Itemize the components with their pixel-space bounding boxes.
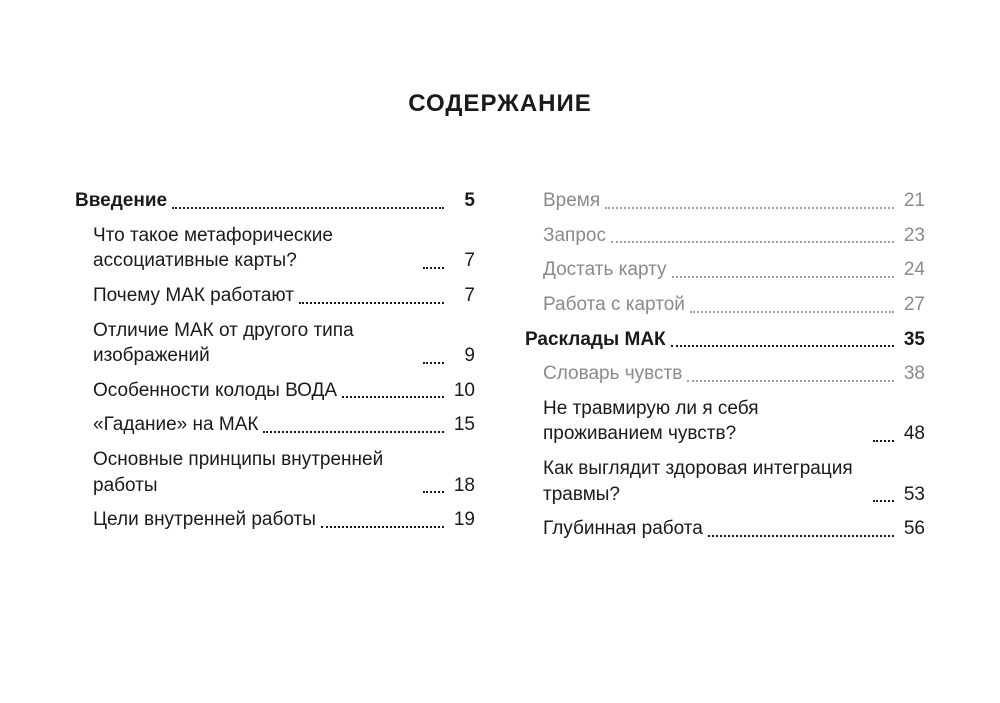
toc-entry-label: Достать карту	[543, 257, 667, 283]
toc-leader-dots	[873, 440, 894, 442]
toc-leader-dots	[423, 491, 444, 493]
toc-entry: Как выглядит здоровая интеграция травмы?…	[525, 456, 925, 507]
toc-entry-label: Особенности колоды ВОДА	[93, 378, 337, 404]
toc-entry-label: Как выглядит здоровая интеграция травмы?	[543, 456, 868, 507]
toc-entry-label: Отличие МАК от другого типа изображений	[93, 318, 418, 369]
toc-entry-page: 19	[449, 507, 475, 533]
toc-entry: «Гадание» на МАК 15	[75, 412, 475, 438]
toc-leader-dots	[611, 241, 894, 243]
toc-leader-dots	[690, 311, 894, 313]
toc-entry: Почему МАК работают 7	[75, 283, 475, 309]
toc-entry: Время 21	[525, 188, 925, 214]
toc-entry: Что такое метафорические ассоциативные к…	[75, 223, 475, 274]
toc-columns: Введение 5 Что такое метафорические ассоци…	[75, 188, 925, 542]
toc-entry-page: 27	[899, 292, 925, 318]
toc-leader-dots	[299, 302, 444, 304]
toc-entry: Глубинная работа 56	[525, 516, 925, 542]
toc-entry-label: Глубинная работа	[543, 516, 703, 542]
toc-entry-page: 35	[899, 327, 925, 353]
toc-entry-label: Запрос	[543, 223, 606, 249]
toc-entry-page: 53	[899, 482, 925, 508]
toc-leader-dots	[672, 276, 894, 278]
toc-leader-dots	[172, 207, 444, 209]
toc-leader-dots	[263, 431, 444, 433]
toc-column: Введение 5 Что такое метафорические ассоци…	[75, 188, 475, 542]
toc-entry-label: Время	[543, 188, 600, 214]
toc-entry-label: Введение	[75, 188, 167, 214]
toc-entry-page: 7	[449, 283, 475, 309]
toc-entry: Цели внутренней работы 19	[75, 507, 475, 533]
toc-entry-page: 10	[449, 378, 475, 404]
toc-leader-dots	[321, 526, 444, 528]
toc-entry-page: 7	[449, 248, 475, 274]
toc-entry: Основные принципы внутренней работы 18	[75, 447, 475, 498]
toc-entry-page: 5	[449, 188, 475, 214]
toc-entry: Особенности колоды ВОДА 10	[75, 378, 475, 404]
toc-leader-dots	[687, 380, 894, 382]
toc-entry: Не травмирую ли я себя проживанием чувст…	[525, 396, 925, 447]
toc-leader-dots	[605, 207, 894, 209]
toc-entry-page: 56	[899, 516, 925, 542]
toc-leader-dots	[671, 345, 894, 347]
toc-entry: Введение 5	[75, 188, 475, 214]
toc-entry-label: Работа с картой	[543, 292, 685, 318]
toc-entry: Отличие МАК от другого типа изображений 9	[75, 318, 475, 369]
toc-entry: Достать карту 24	[525, 257, 925, 283]
toc-column: Время 21 Запрос 23 Достать карту 24 Работа с к…	[525, 188, 925, 542]
toc-entry-label: Основные принципы внутренней работы	[93, 447, 418, 498]
toc-entry-page: 9	[449, 343, 475, 369]
toc-entry-label: Почему МАК работают	[93, 283, 294, 309]
toc-entry-page: 48	[899, 421, 925, 447]
toc-entry: Расклады МАК 35	[525, 327, 925, 353]
toc-entry-label: Расклады МАК	[525, 327, 666, 353]
toc-entry-page: 24	[899, 257, 925, 283]
toc-leader-dots	[708, 535, 894, 537]
toc-entry-page: 18	[449, 473, 475, 499]
toc-entry-page: 38	[899, 361, 925, 387]
toc-leader-dots	[342, 396, 444, 398]
toc-entry-label: Цели внутренней работы	[93, 507, 316, 533]
toc-entry: Работа с картой 27	[525, 292, 925, 318]
toc-leader-dots	[873, 500, 894, 502]
toc-leader-dots	[423, 267, 444, 269]
page-title: СОДЕРЖАНИЕ	[75, 90, 925, 118]
toc-entry-page: 23	[899, 223, 925, 249]
toc-leader-dots	[423, 362, 444, 364]
toc-entry: Словарь чувств 38	[525, 361, 925, 387]
toc-entry-label: Не травмирую ли я себя проживанием чувст…	[543, 396, 868, 447]
toc-entry-page: 21	[899, 188, 925, 214]
toc-entry-label: «Гадание» на МАК	[93, 412, 258, 438]
toc-entry: Запрос 23	[525, 223, 925, 249]
toc-entry-label: Что такое метафорические ассоциативные к…	[93, 223, 418, 274]
toc-entry-label: Словарь чувств	[543, 361, 682, 387]
toc-entry-page: 15	[449, 412, 475, 438]
